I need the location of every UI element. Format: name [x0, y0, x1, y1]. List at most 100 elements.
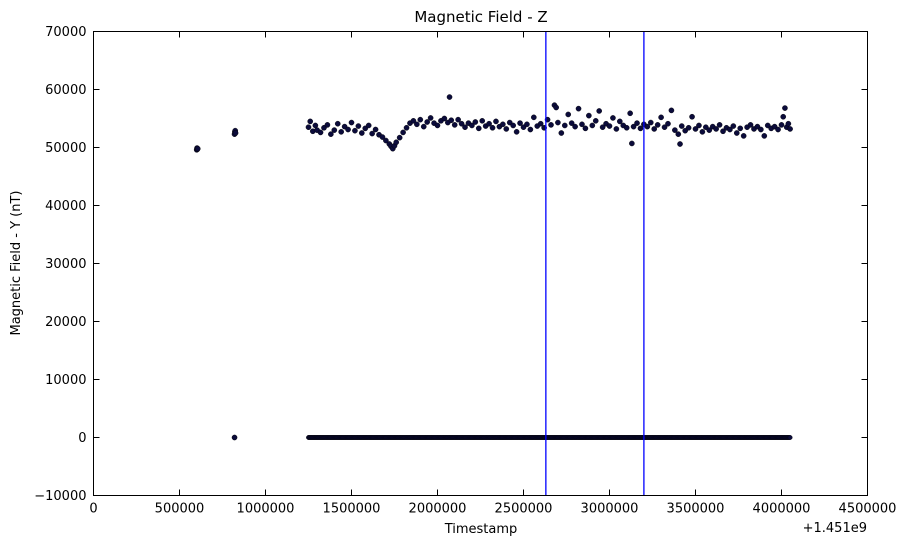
data-point: [623, 124, 630, 131]
data-point: [553, 104, 559, 111]
data-point: [424, 119, 430, 125]
data-point: [586, 112, 592, 119]
data-point: [414, 121, 420, 128]
data-point: [716, 122, 723, 128]
data-point: [782, 105, 788, 111]
x-tick-label: 500000: [155, 502, 205, 517]
data-point: [312, 122, 319, 129]
data-point: [420, 123, 427, 130]
y-tick-label: −10000: [34, 489, 86, 504]
data-point: [537, 120, 544, 127]
data-point: [630, 123, 637, 130]
data-point: [479, 118, 486, 124]
y-tick-label: 20000: [45, 315, 86, 330]
data-point: [441, 115, 448, 122]
data-point: [307, 118, 314, 125]
data-point: [324, 122, 331, 128]
x-tick-label: 1500000: [323, 502, 381, 517]
data-point: [654, 122, 661, 128]
data-point: [531, 114, 537, 121]
data-point: [500, 121, 506, 128]
data-point: [787, 126, 793, 132]
y-tick-label: 0: [78, 431, 86, 446]
data-point: [469, 122, 475, 129]
data-point: [527, 126, 534, 133]
data-point: [503, 126, 510, 132]
data-point: [727, 126, 733, 133]
y-tick-label: 10000: [45, 373, 86, 388]
data-point: [572, 123, 578, 130]
data-point: [510, 122, 516, 129]
data-point: [634, 120, 640, 126]
y-tick-label: 60000: [45, 83, 86, 98]
data-point: [713, 126, 719, 132]
x-tick-label: 2500000: [495, 502, 553, 517]
data-point: [740, 133, 747, 139]
x-tick-label: 0: [89, 502, 97, 517]
data-point: [733, 130, 740, 136]
data-point: [403, 124, 410, 131]
data-point: [334, 120, 341, 127]
data-point: [427, 115, 434, 121]
data-point: [372, 126, 379, 133]
y-axis: −10000 0 10000 20000 30000 40000 50000 60000 700…: [34, 25, 868, 504]
data-point: [489, 124, 496, 131]
data-point: [599, 124, 606, 130]
data-point: [775, 126, 781, 133]
data-point: [305, 124, 312, 130]
data-point: [647, 119, 654, 126]
data-point: [194, 145, 201, 152]
plot-area: [193, 31, 793, 496]
data-point: [672, 127, 678, 133]
data-point: [658, 114, 664, 121]
x-tick-label: 3500000: [667, 502, 725, 517]
data-point: [565, 111, 572, 118]
data-point: [352, 127, 358, 134]
data-point: [696, 122, 702, 129]
data-point: [780, 113, 787, 120]
data-point: [365, 122, 372, 129]
data-point: [651, 126, 658, 132]
data-point: [575, 105, 582, 112]
data-point: [359, 130, 365, 136]
data-point: [231, 434, 238, 441]
x-tick-label: 2000000: [409, 502, 467, 517]
data-point: [629, 140, 635, 147]
data-point: [338, 129, 344, 135]
y-tick-label: 30000: [45, 257, 86, 272]
y-tick-label: 70000: [45, 25, 86, 40]
data-point: [396, 134, 403, 141]
data-point: [747, 122, 754, 128]
data-point: [558, 130, 565, 136]
data-point: [475, 125, 482, 132]
data-point: [685, 124, 692, 131]
data-point: [555, 119, 561, 126]
data-point: [400, 129, 406, 136]
data-point: [661, 124, 668, 130]
data-point: [524, 121, 530, 128]
data-point: [730, 123, 737, 129]
x-tick-label: 1000000: [237, 502, 295, 517]
data-point: [678, 123, 685, 129]
data-point: [592, 118, 599, 124]
data-point: [493, 118, 499, 125]
data-point: [513, 129, 520, 135]
data-point: [345, 126, 351, 133]
x-tick-label: 3000000: [581, 502, 639, 517]
data-point: [785, 120, 792, 127]
data-point: [675, 131, 682, 137]
data-point: [348, 119, 355, 126]
data-point: [579, 121, 585, 128]
data-point: [610, 115, 616, 121]
data-point: [778, 122, 785, 128]
y-tick-label: 50000: [45, 141, 86, 156]
data-point: [644, 123, 651, 130]
data-point: [617, 118, 623, 125]
data-point: [761, 133, 768, 139]
data-point: [369, 130, 375, 137]
data-point: [568, 120, 575, 126]
data-point: [331, 127, 338, 133]
data-point: [462, 124, 468, 130]
